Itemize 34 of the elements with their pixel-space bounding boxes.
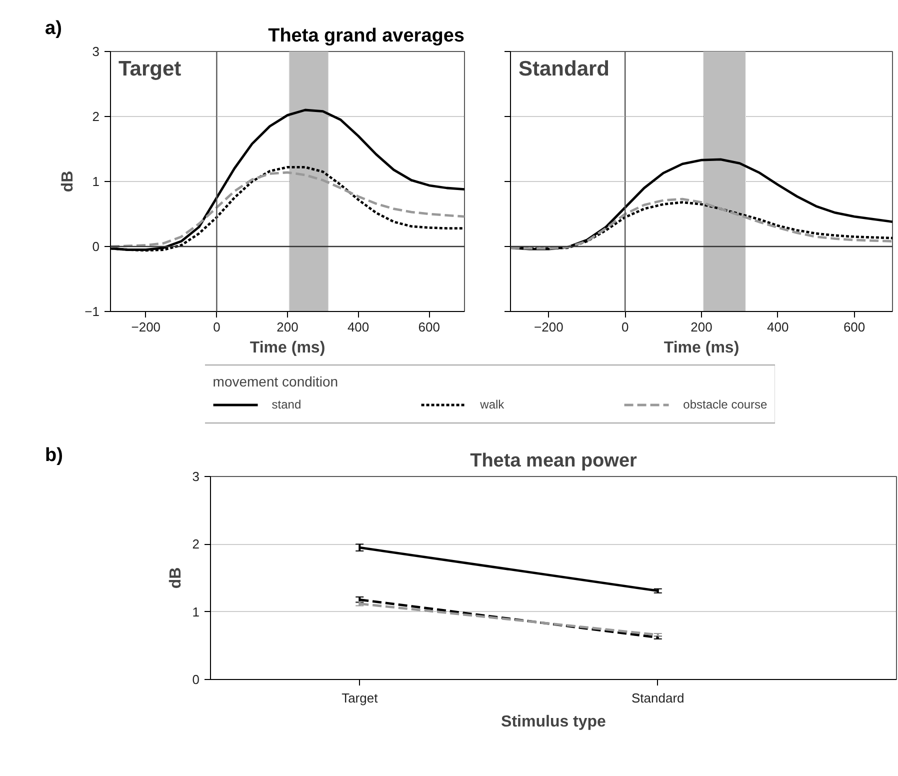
y-tick-label: −1: [84, 304, 100, 319]
text: b): [44, 444, 63, 468]
x-axis-title: Time (ms): [664, 340, 740, 356]
legend-title: movement condition: [212, 374, 340, 390]
y-tick-label: 2: [92, 109, 100, 124]
y-tick-label: 2: [192, 536, 200, 552]
chart-title: Theta grand averages: [268, 26, 465, 46]
legend-label: stand: [272, 398, 302, 412]
chart-title: Theta mean power: [470, 450, 638, 472]
x-axis-title: Time (ms): [250, 340, 326, 356]
y-tick-label: 3: [192, 469, 200, 484]
x-tick-label: −200: [131, 320, 161, 334]
y-tick-label: 0: [92, 239, 100, 254]
annotation: Standard: [518, 58, 610, 80]
x-tick-label: 600: [843, 320, 866, 334]
legend-label: obstacle course: [683, 398, 768, 412]
y-axis-title: dB: [167, 567, 184, 589]
x-axis-title: Stimulus type: [501, 714, 606, 730]
annotation: Target: [118, 58, 182, 80]
y-axis-title: dB: [60, 170, 77, 192]
x-tick-label: 0: [621, 320, 629, 334]
x-tick-label: 400: [347, 320, 370, 334]
y-tick-label: 3: [92, 44, 100, 59]
text: a): [45, 17, 62, 41]
y-tick-label: 0: [192, 672, 200, 687]
x-tick-label: 200: [690, 320, 712, 334]
x-tick-label: 200: [276, 320, 298, 334]
legend-label: walk: [480, 398, 504, 412]
x-tick-label: 400: [767, 320, 789, 334]
y-tick-label: 1: [92, 174, 100, 189]
x-tick-label: −200: [534, 320, 564, 334]
x-tick-label: 0: [213, 320, 220, 334]
x-tick-label: 600: [418, 320, 440, 334]
y-tick-label: 1: [192, 604, 200, 620]
